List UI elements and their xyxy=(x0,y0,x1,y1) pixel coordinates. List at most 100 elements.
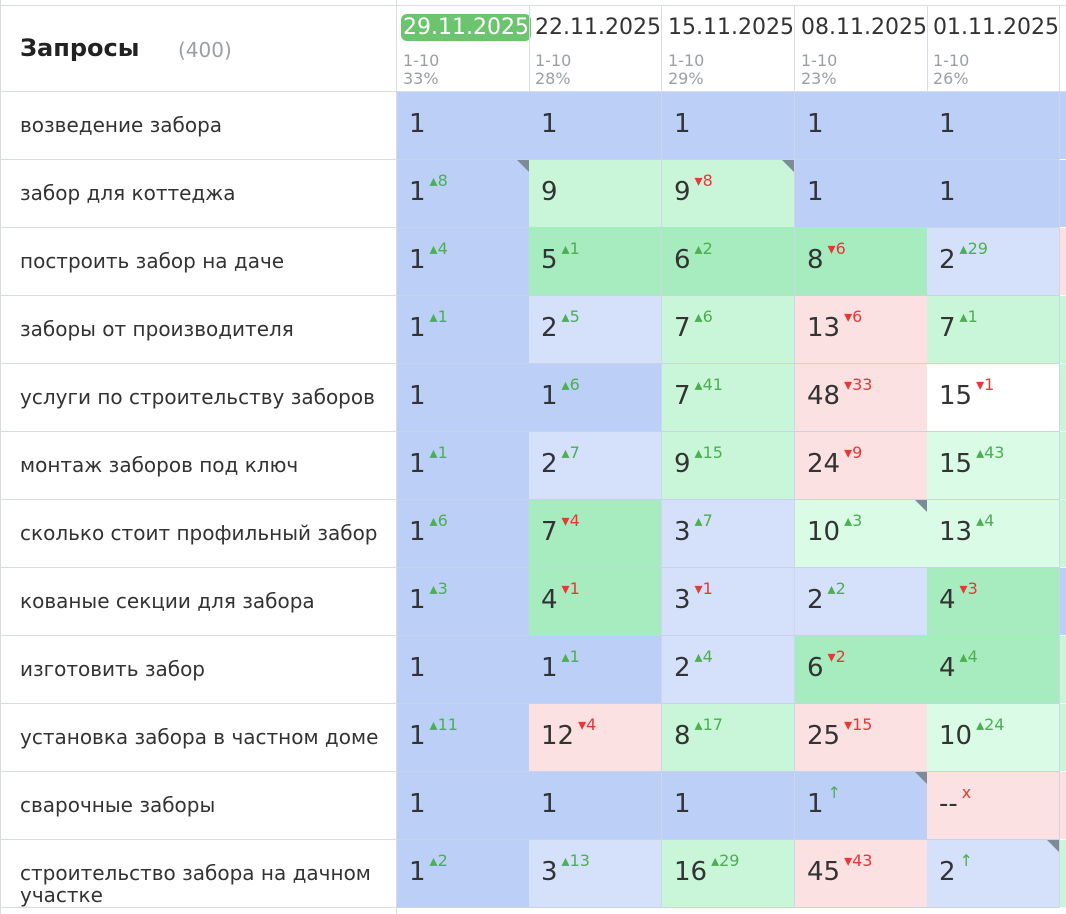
date-label[interactable]: 01.11.2025 xyxy=(933,15,1059,40)
date-percent: 29% xyxy=(668,69,704,88)
position-cell[interactable]: 1 ▴1 xyxy=(529,636,662,704)
position-up-change: ▴6 xyxy=(694,307,713,326)
position-cell[interactable]: 1 xyxy=(397,636,530,704)
query-label[interactable]: забор для коттеджа xyxy=(20,181,236,205)
date-column-header[interactable]: 08.11.2025 1-10 23% xyxy=(795,6,928,92)
position-cell[interactable]: 6 ▴2 xyxy=(662,228,795,296)
position-cell[interactable]: 12 ▾4 xyxy=(529,704,662,772)
position-cell[interactable]: 4 ▾1 xyxy=(529,568,662,636)
table-title: Запросы xyxy=(20,34,140,62)
position-cell[interactable]: 9 xyxy=(529,160,662,228)
position-cell[interactable]: 1 xyxy=(795,160,928,228)
position-cell[interactable]: 15 ▴43 xyxy=(927,432,1060,500)
position-cell[interactable]: 2 ▴29 xyxy=(927,228,1060,296)
note-marker-icon[interactable] xyxy=(915,500,927,512)
query-label[interactable]: сколько стоит профильный забор xyxy=(20,521,378,545)
position-cell[interactable]: 25 ▾15 xyxy=(795,704,928,772)
position-up-change: ▴6 xyxy=(561,375,580,394)
note-marker-icon[interactable] xyxy=(915,772,927,784)
position-cell[interactable]: 2 ▴2 xyxy=(795,568,928,636)
position-cell[interactable]: 3 ▾1 xyxy=(662,568,795,636)
date-stats: 1-10 29% xyxy=(668,52,704,88)
position-cell[interactable]: 1 xyxy=(529,92,662,160)
query-label[interactable]: сварочные заборы xyxy=(20,793,216,817)
date-stats: 1-10 28% xyxy=(535,52,571,88)
position-cell[interactable]: 2 ▴7 xyxy=(529,432,662,500)
position-cell[interactable]: 1 ▴6 xyxy=(397,500,530,568)
position-value: 2 ↑ xyxy=(939,851,973,887)
position-cell[interactable]: 1 xyxy=(662,92,795,160)
position-cell[interactable]: 1 ▴11 xyxy=(397,704,530,772)
position-cell[interactable]: 45 ▾43 xyxy=(795,840,928,908)
position-cell[interactable]: 1 ▴2 xyxy=(397,840,530,908)
note-marker-icon[interactable] xyxy=(517,160,529,172)
query-label[interactable]: кованые секции для забора xyxy=(20,589,315,613)
position-cell[interactable]: 6 ▾2 xyxy=(795,636,928,704)
position-cell[interactable]: 16 ▴29 xyxy=(662,840,795,908)
position-cell[interactable]: 24 ▾9 xyxy=(795,432,928,500)
position-cell[interactable]: 1 ↑ xyxy=(795,772,928,840)
position-cell[interactable]: 13 ▾6 xyxy=(795,296,928,364)
query-label[interactable]: установка забора в частном доме xyxy=(20,725,379,749)
position-cell[interactable]: 2 ▴5 xyxy=(529,296,662,364)
position-value: 2 ▴2 xyxy=(807,579,846,615)
position-cell[interactable]: 1 ▴6 xyxy=(529,364,662,432)
position-cell[interactable]: 7 ▾4 xyxy=(529,500,662,568)
position-cell[interactable]: 2 ▴4 xyxy=(662,636,795,704)
position-value: 15 ▴43 xyxy=(939,443,1005,479)
date-label[interactable]: 22.11.2025 xyxy=(535,15,661,40)
note-marker-icon[interactable] xyxy=(782,160,794,172)
position-cell[interactable]: 4 ▾3 xyxy=(927,568,1060,636)
query-label[interactable]: строительство забора на дачном участке xyxy=(20,861,371,907)
date-stats: 1-10 33% xyxy=(403,52,439,88)
position-cell[interactable]: 9 ▴15 xyxy=(662,432,795,500)
position-cell[interactable]: 1 ▴3 xyxy=(397,568,530,636)
position-cell[interactable]: 5 ▴1 xyxy=(529,228,662,296)
position-cell[interactable]: 13 ▴4 xyxy=(927,500,1060,568)
position-cell[interactable]: 1 xyxy=(927,92,1060,160)
date-column-header[interactable]: 22.11.2025 1-10 28% xyxy=(529,6,662,92)
position-cell[interactable]: 1 xyxy=(397,772,530,840)
position-cell[interactable]: 1 xyxy=(397,92,530,160)
position-cell[interactable]: 7 ▴1 xyxy=(927,296,1060,364)
note-marker-icon[interactable] xyxy=(1047,840,1059,852)
position-cell[interactable]: 3 ▴13 xyxy=(529,840,662,908)
query-label[interactable]: построить забор на даче xyxy=(20,249,285,273)
position-cell[interactable]: 2 ↑ xyxy=(927,840,1060,908)
date-label[interactable]: 29.11.2025 xyxy=(401,14,531,41)
position-cell[interactable]: 3 ▴7 xyxy=(662,500,795,568)
position-value: 1 xyxy=(409,653,426,683)
query-label[interactable]: услуги по строительству заборов xyxy=(20,385,375,409)
position-cell[interactable]: 1 xyxy=(927,160,1060,228)
position-cell[interactable]: 7 ▴41 xyxy=(662,364,795,432)
position-cell[interactable]: -- x xyxy=(927,772,1060,840)
query-label[interactable]: изготовить забор xyxy=(20,657,205,681)
position-cell[interactable]: 1 ▴1 xyxy=(397,296,530,364)
position-cell[interactable]: 8 ▴17 xyxy=(662,704,795,772)
position-cell[interactable]: 1 ▴1 xyxy=(397,432,530,500)
position-cell[interactable]: 9 ▾8 xyxy=(662,160,795,228)
position-cell[interactable]: 1 ▴8 xyxy=(397,160,530,228)
position-cell[interactable]: 1 xyxy=(529,772,662,840)
position-up-change: ▴7 xyxy=(561,443,580,462)
position-cell[interactable]: 7 ▴6 xyxy=(662,296,795,364)
position-cell[interactable]: 4 ▴4 xyxy=(927,636,1060,704)
position-cell[interactable]: 15 ▾1 xyxy=(927,364,1060,432)
date-column-header[interactable]: 01.11.2025 1-10 26% xyxy=(927,6,1060,92)
position-cell[interactable]: 1 xyxy=(795,92,928,160)
date-label[interactable]: 15.11.2025 xyxy=(668,15,794,40)
query-label[interactable]: заборы от производителя xyxy=(20,317,294,341)
position-down-change: ▾43 xyxy=(844,851,873,870)
position-cell[interactable]: 1 xyxy=(397,364,530,432)
position-cell[interactable]: 1 ▴4 xyxy=(397,228,530,296)
query-label[interactable]: возведение забора xyxy=(20,113,223,137)
position-cell[interactable]: 48 ▾33 xyxy=(795,364,928,432)
position-cell[interactable]: 10 ▴3 xyxy=(795,500,928,568)
query-label[interactable]: монтаж заборов под ключ xyxy=(20,453,299,477)
date-label[interactable]: 08.11.2025 xyxy=(801,15,927,40)
position-cell[interactable]: 10 ▴24 xyxy=(927,704,1060,772)
date-column-header[interactable]: 15.11.2025 1-10 29% xyxy=(662,6,795,92)
position-cell[interactable]: 1 xyxy=(662,772,795,840)
position-cell[interactable]: 8 ▾6 xyxy=(795,228,928,296)
date-column-header[interactable]: 29.11.2025 1-10 33% xyxy=(397,6,531,92)
